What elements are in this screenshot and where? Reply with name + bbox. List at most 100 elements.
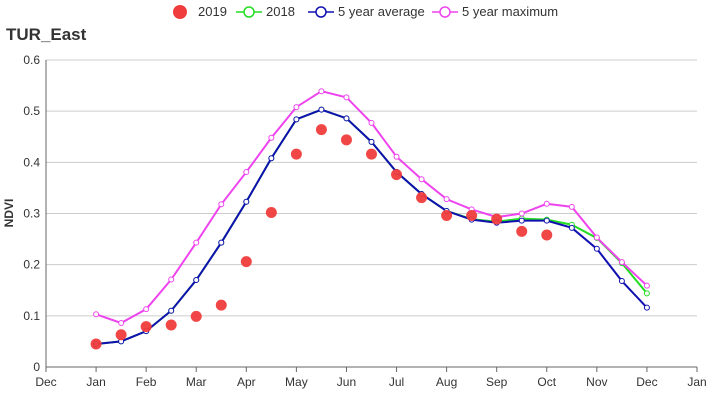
- data-point-5-year-average: [643, 304, 650, 311]
- x-tick-label: Jan: [687, 375, 706, 389]
- series-5-year-average: [93, 106, 650, 347]
- data-point-5-year-maximum: [443, 196, 450, 203]
- chart-title: TUR_East: [6, 25, 87, 44]
- legend-item-5-year-average: 5 year average: [308, 4, 425, 19]
- data-point-5-year-maximum: [568, 203, 575, 210]
- x-tick-label: Nov: [586, 375, 607, 389]
- legend: 2019 2018 5 year average 5 year maximum: [173, 4, 558, 19]
- data-point-2019: [290, 148, 302, 160]
- data-point-5-year-maximum: [393, 153, 400, 160]
- data-point-2019: [215, 299, 227, 311]
- data-point-2019: [190, 310, 202, 322]
- data-point-2019: [140, 321, 152, 333]
- legend-label: 5 year maximum: [462, 4, 558, 19]
- data-point-5-year-maximum: [243, 169, 250, 176]
- y-tick-label: 0.5: [23, 104, 40, 118]
- data-point-5-year-average: [543, 217, 550, 224]
- data-point-5-year-maximum: [593, 234, 600, 241]
- data-point-5-year-maximum: [368, 119, 375, 126]
- data-point-5-year-maximum: [318, 88, 325, 95]
- data-point-5-year-average: [168, 307, 175, 314]
- y-tick-label: 0.2: [23, 258, 40, 272]
- x-tick-label: Dec: [636, 375, 657, 389]
- x-tick-label: Jan: [86, 375, 105, 389]
- data-point-2019: [441, 210, 453, 222]
- series-2019: [90, 124, 553, 350]
- y-tick-label: 0.4: [23, 155, 40, 169]
- data-point-2019: [165, 319, 177, 331]
- data-point-5-year-average: [518, 217, 525, 224]
- data-point-5-year-maximum: [618, 259, 625, 266]
- data-point-2019: [240, 256, 252, 268]
- data-point-5-year-average: [218, 239, 225, 246]
- legend-item-2019: 2019: [173, 4, 227, 19]
- legend-swatch-marker: [315, 6, 327, 18]
- x-tick-label: Sep: [486, 375, 508, 389]
- data-point-5-year-maximum: [93, 311, 100, 318]
- data-point-5-year-maximum: [643, 282, 650, 289]
- data-point-5-year-average: [618, 278, 625, 285]
- x-tick-label: Jul: [389, 375, 404, 389]
- data-point-2019: [541, 229, 553, 241]
- y-axis-title: NDVI: [2, 199, 16, 228]
- data-point-5-year-average: [343, 115, 350, 122]
- legend-label: 2019: [198, 4, 227, 19]
- data-point-2019: [416, 192, 428, 204]
- data-point-2019: [391, 169, 403, 181]
- gridlines: [46, 59, 697, 317]
- x-tick-label: Feb: [136, 375, 157, 389]
- x-tick-label: Oct: [537, 375, 556, 389]
- data-point-5-year-maximum: [218, 201, 225, 208]
- data-point-5-year-maximum: [518, 210, 525, 217]
- data-point-5-year-average: [568, 224, 575, 231]
- legend-swatch-marker: [243, 6, 255, 18]
- x-tick-label: Aug: [436, 375, 457, 389]
- data-point-5-year-average: [293, 116, 300, 123]
- data-point-5-year-maximum: [168, 276, 175, 283]
- data-point-2019: [115, 329, 127, 341]
- data-point-5-year-maximum: [418, 176, 425, 183]
- y-tick-label: 0.3: [23, 207, 40, 221]
- y-tick-label: 0: [33, 360, 40, 374]
- data-point-5-year-maximum: [143, 306, 150, 313]
- data-point-5-year-maximum: [268, 134, 275, 141]
- data-point-5-year-maximum: [293, 104, 300, 111]
- data-point-2019: [491, 213, 503, 225]
- legend-item-2018: 2018: [236, 4, 295, 19]
- data-point-5-year-average: [593, 245, 600, 252]
- legend-label: 2018: [266, 4, 295, 19]
- data-point-5-year-maximum: [118, 319, 125, 326]
- legend-swatch: [173, 5, 187, 19]
- x-tick-label: Apr: [237, 375, 256, 389]
- data-point-2019: [366, 148, 377, 160]
- y-tick-label: 0.1: [23, 309, 40, 323]
- data-point-5-year-maximum: [543, 200, 550, 207]
- data-point-5-year-maximum: [343, 94, 350, 101]
- data-point-2019: [315, 124, 327, 136]
- data-point-2019: [340, 134, 352, 146]
- series-layer: [90, 88, 650, 350]
- series-line-5-year-maximum: [95, 90, 648, 325]
- data-point-2019: [516, 225, 528, 237]
- data-point-2019: [265, 206, 277, 218]
- series-5-year-maximum: [93, 88, 650, 326]
- y-tick-label: 0.6: [23, 53, 40, 67]
- data-point-5-year-average: [318, 106, 325, 113]
- x-tick-label: May: [285, 375, 308, 389]
- legend-item-5-year-maximum: 5 year maximum: [432, 4, 558, 19]
- data-point-5-year-average: [268, 155, 275, 162]
- data-point-5-year-maximum: [193, 239, 200, 246]
- legend-label: 5 year average: [338, 4, 425, 19]
- data-point-2019: [90, 338, 102, 350]
- data-point-5-year-average: [193, 277, 200, 284]
- x-tick-label: Dec: [35, 375, 56, 389]
- data-point-2019: [466, 210, 478, 222]
- legend-swatch-marker: [439, 6, 451, 18]
- x-tick-label: Mar: [186, 375, 207, 389]
- data-point-2018: [643, 290, 650, 297]
- axes: 0 0.1 0.2 0.3 0.4 0.5 0.6 Dec Jan Feb Mar Apr May Jun…: [23, 53, 706, 389]
- data-point-5-year-average: [368, 138, 375, 145]
- x-tick-label: Jun: [337, 375, 356, 389]
